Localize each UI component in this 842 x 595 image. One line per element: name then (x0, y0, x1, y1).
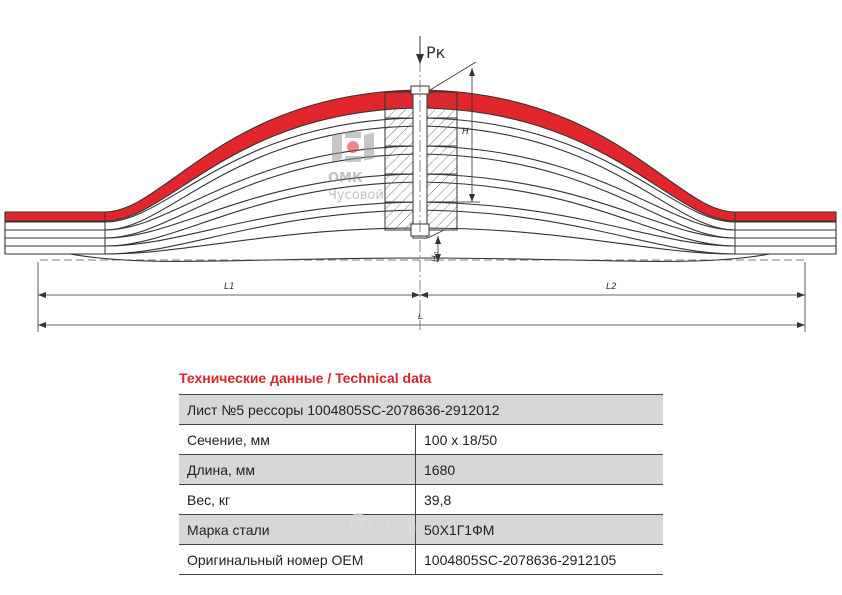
spec-label: Марка стали (179, 514, 416, 545)
spec-row: Длина, мм 1680 (179, 454, 663, 485)
spec-row: Оригинальный номер OEM 1004805SC-2078636… (179, 544, 663, 575)
omk-logo: ОМК Чусовой (328, 132, 384, 203)
force-arrow (416, 36, 424, 64)
spec-row: Сечение, мм 100 x 18/50 (179, 424, 663, 455)
leaf-spring-drawing: Pк H H₀ L1 L2 L (4, 36, 837, 332)
omk-logo-sub: Чусовой (328, 188, 384, 203)
height-label: H (462, 127, 469, 137)
spec-label: Вес, кг (179, 484, 416, 515)
omk-logo-text: ОМК (328, 171, 363, 186)
spec-row: Лист №5 рессоры 1004805SC-2078636-291201… (179, 394, 663, 425)
spec-value: 39,8 (415, 484, 663, 515)
l1-label: L1 (224, 282, 235, 292)
center-clamp-section (384, 85, 458, 239)
spec-value: 1004805SC-2078636-2912105 (415, 544, 663, 575)
l-label: L (418, 312, 423, 322)
spec-title: Технические данные / Technical data (179, 370, 432, 386)
spec-label: Длина, мм (179, 454, 416, 485)
spring-ends (104, 212, 736, 254)
omk-logo-icon (332, 132, 374, 162)
spec-table: Лист №5 рессоры 1004805SC-2078636-291201… (179, 394, 663, 575)
watermark: aбcp.ru (330, 508, 425, 541)
spec-row-title: Лист №5 рессоры 1004805SC-2078636-291201… (179, 394, 663, 425)
spec-label: Сечение, мм (179, 424, 416, 455)
spec-value: 100 x 18/50 (415, 424, 663, 455)
watermark-suffix: .ru (401, 520, 426, 538)
force-label: Pк (426, 43, 446, 62)
spec-row: Вес, кг 39,8 (179, 484, 663, 515)
height-dimension (429, 61, 480, 203)
l2-label: L2 (606, 282, 617, 292)
spec-value: 50Х1Г1ФМ (415, 514, 663, 545)
height0-dimension (427, 229, 445, 262)
spec-label: Оригинальный номер OEM (179, 544, 416, 575)
length-partial-dimensions (37, 262, 806, 332)
spec-value: 1680 (415, 454, 663, 485)
watermark-main: aбcp (330, 508, 402, 541)
spec-row: Марка стали 50Х1Г1ФМ (179, 514, 663, 545)
height0-label: H₀ (431, 251, 441, 262)
spring-top-leaf (4, 89, 837, 222)
